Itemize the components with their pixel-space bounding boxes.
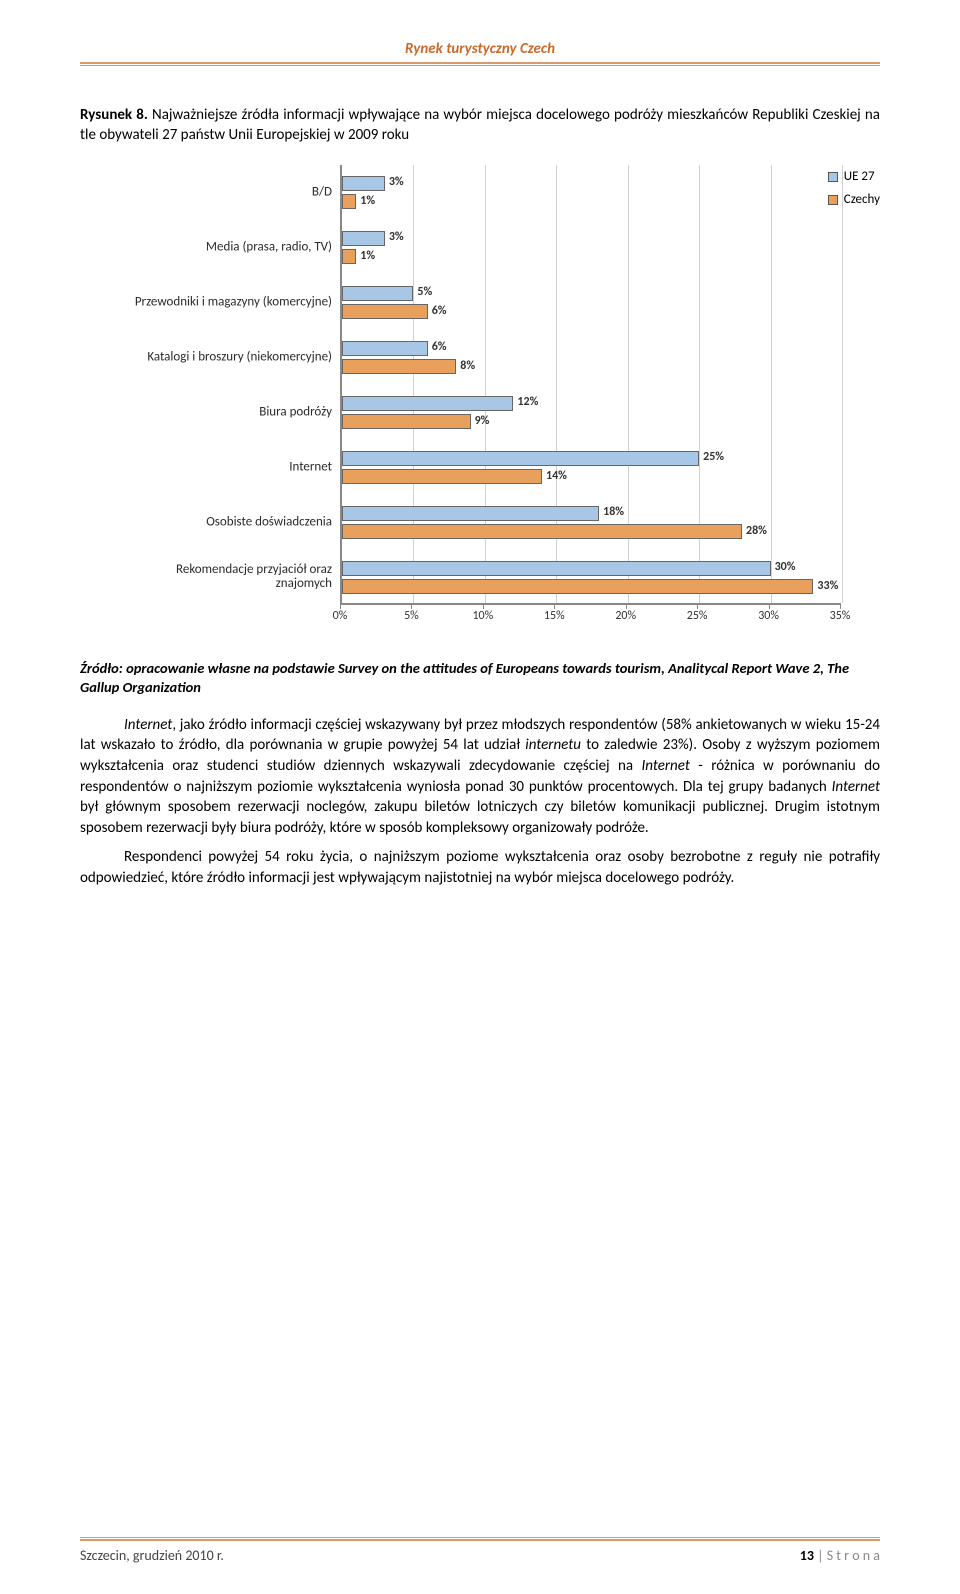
- bar-value-label: 8%: [460, 359, 475, 373]
- bar-value-label: 12%: [517, 395, 538, 409]
- bar-ue27: [342, 506, 599, 521]
- header-rule-2: [80, 65, 880, 66]
- x-tick-label: 5%: [404, 609, 419, 623]
- chart-category-label: Internet: [122, 460, 332, 475]
- bar-ue27: [342, 561, 771, 576]
- bar-value-label: 33%: [817, 579, 838, 593]
- chart-category-label: Media (prasa, radio, TV): [122, 240, 332, 255]
- footer-rule-1: [80, 1537, 880, 1538]
- figure-caption-text: Najważniejsze źródła informacji wpływają…: [80, 106, 880, 144]
- legend-label: Czechy: [844, 192, 880, 207]
- bar-ue27: [342, 231, 385, 246]
- bar-value-label: 28%: [746, 524, 767, 538]
- bar-value-label: 3%: [389, 175, 404, 189]
- bar-czechy: [342, 194, 356, 209]
- chart-category-label: Rekomendacje przyjaciół oraz znajomych: [122, 563, 332, 593]
- header-title: Rynek turystyczny Czech: [80, 40, 880, 62]
- footer-rule-2: [80, 1539, 880, 1541]
- bar-value-label: 6%: [432, 304, 447, 318]
- body-paragraph-1: Internet, jako źródło informacji częście…: [80, 715, 880, 839]
- chart-category-label: Katalogi i broszury (niekomercyjne): [122, 350, 332, 365]
- chart-category-label: B/D: [122, 185, 332, 200]
- text-italic: Internet: [832, 778, 880, 796]
- legend-label: UE 27: [844, 169, 875, 184]
- bar-czechy: [342, 579, 813, 594]
- bar-ue27: [342, 451, 699, 466]
- chart-plot-area: UE 27 Czechy B/D3%1%Media (prasa, radio,…: [340, 165, 840, 605]
- bar-czechy: [342, 524, 742, 539]
- bar-value-label: 14%: [546, 469, 567, 483]
- text-italic: Internet: [642, 757, 690, 775]
- header-rule-1: [80, 62, 880, 64]
- bar-value-label: 30%: [775, 560, 796, 574]
- bar-value-label: 5%: [417, 285, 432, 299]
- text-italic: internetu: [525, 736, 581, 754]
- bar-value-label: 6%: [432, 340, 447, 354]
- bar-value-label: 25%: [703, 450, 724, 464]
- bar-czechy: [342, 469, 542, 484]
- body-paragraph-2: Respondenci powyżej 54 roku życia, o naj…: [80, 847, 880, 888]
- chart-x-axis: 0%5%10%15%20%25%30%35%: [340, 605, 840, 629]
- bar-value-label: 9%: [475, 414, 490, 428]
- page-number: 13: [800, 1547, 814, 1564]
- footer-left: Szczecin, grudzień 2010 r.: [80, 1547, 224, 1564]
- bar-czechy: [342, 359, 456, 374]
- bar-czechy: [342, 304, 428, 319]
- bar-value-label: 18%: [603, 505, 624, 519]
- bar-ue27: [342, 396, 513, 411]
- chart-source: Źródło: opracowanie własne na podstawie …: [80, 659, 880, 697]
- page-footer: Szczecin, grudzień 2010 r. 13 | S t r o …: [80, 1537, 880, 1564]
- bar-czechy: [342, 414, 471, 429]
- chart-category-label: Biura podróży: [122, 405, 332, 420]
- bar-ue27: [342, 176, 385, 191]
- chart-category-label: Przewodniki i magazyny (komercyjne): [122, 295, 332, 310]
- bar-value-label: 3%: [389, 230, 404, 244]
- bar-chart: UE 27 Czechy B/D3%1%Media (prasa, radio,…: [120, 165, 840, 629]
- figure-label: Rysunek 8.: [80, 106, 148, 124]
- x-tick-label: 15%: [544, 609, 565, 623]
- bar-czechy: [342, 249, 356, 264]
- x-tick-label: 0%: [333, 609, 348, 623]
- x-tick-label: 30%: [758, 609, 779, 623]
- bar-value-label: 1%: [360, 249, 375, 263]
- chart-category-label: Osobiste doświadczenia: [122, 515, 332, 530]
- footer-page: 13 | S t r o n a: [800, 1547, 880, 1564]
- x-tick-label: 35%: [830, 609, 851, 623]
- x-tick-label: 25%: [687, 609, 708, 623]
- page-suffix: | S t r o n a: [814, 1547, 880, 1564]
- bar-ue27: [342, 286, 413, 301]
- x-tick-label: 20%: [615, 609, 636, 623]
- bar-ue27: [342, 341, 428, 356]
- text-run: był głównym sposobem rezerwacji noclegów…: [80, 798, 880, 837]
- text-italic: Internet: [124, 716, 172, 734]
- figure-caption: Rysunek 8. Najważniejsze źródła informac…: [80, 106, 880, 145]
- x-tick-label: 10%: [472, 609, 493, 623]
- bar-value-label: 1%: [360, 194, 375, 208]
